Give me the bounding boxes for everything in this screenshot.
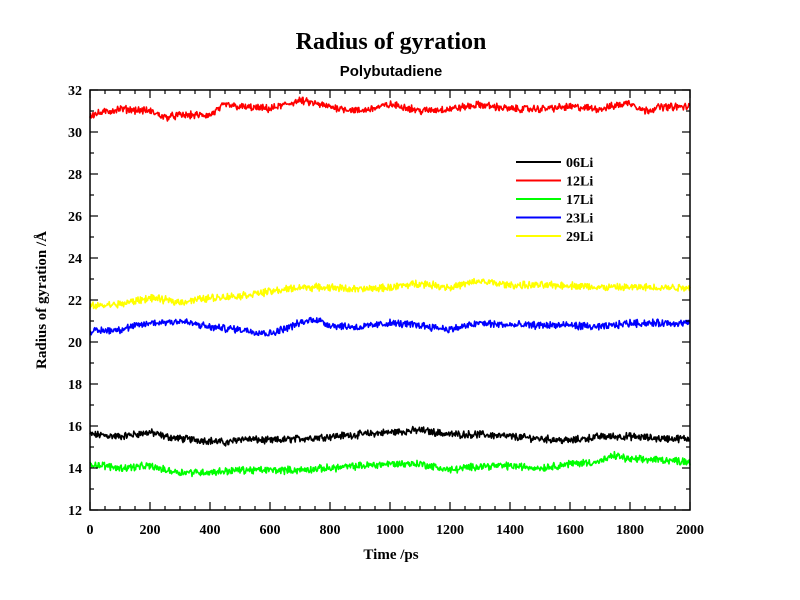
chart-subtitle: Polybutadiene [340, 63, 443, 80]
axes: 0 200 400 600 800 1000 1200 1400 1600 1800 2000 12 1… [68, 84, 704, 538]
x-tick-label: 1800 [616, 523, 644, 538]
series-line-12li [89, 96, 691, 122]
x-axis-label: Time /ps [363, 547, 418, 563]
legend-label-23li: 23Li [566, 212, 593, 227]
legend-label-12li: 12Li [566, 175, 593, 190]
series-line-29li [89, 277, 691, 310]
y-tick-label: 22 [68, 294, 82, 309]
y-tick-label: 18 [68, 378, 82, 393]
x-tick-label: 1600 [556, 523, 584, 538]
y-tick-label: 28 [68, 168, 82, 183]
y-tick-label: 16 [68, 420, 82, 435]
x-tick-label: 200 [140, 523, 161, 538]
legend-label-29li: 29Li [566, 230, 593, 245]
y-tick-label: 12 [68, 504, 82, 519]
x-tick-label: 1200 [436, 523, 464, 538]
legend-label-06li: 06Li [566, 156, 593, 171]
y-tick-label: 14 [68, 462, 82, 477]
y-tick-label: 24 [68, 252, 82, 267]
series-line-06li [89, 425, 691, 447]
x-tick-label: 1000 [376, 523, 404, 538]
series-line-17li [89, 450, 691, 478]
y-axis-label: Radius of gyration /Å [34, 231, 50, 369]
x-tick-label: 1400 [496, 523, 524, 538]
series-line-23li [89, 316, 691, 337]
legend: 06Li 12Li 17Li 23Li 29Li [516, 156, 593, 245]
x-tick-label: 0 [87, 523, 94, 538]
x-tick-label: 2000 [676, 523, 704, 538]
y-tick-label: 26 [68, 210, 82, 225]
plot-frame [89, 89, 691, 511]
x-tick-label: 800 [320, 523, 341, 538]
y-tick-label: 20 [68, 336, 82, 351]
plot-area [89, 96, 691, 478]
x-tick-label: 400 [200, 523, 221, 538]
y-tick-label: 32 [68, 84, 82, 99]
x-tick-label: 600 [260, 523, 281, 538]
chart-title: Radius of gyration [296, 29, 487, 55]
legend-label-17li: 17Li [566, 193, 593, 208]
y-tick-label: 30 [68, 126, 82, 141]
